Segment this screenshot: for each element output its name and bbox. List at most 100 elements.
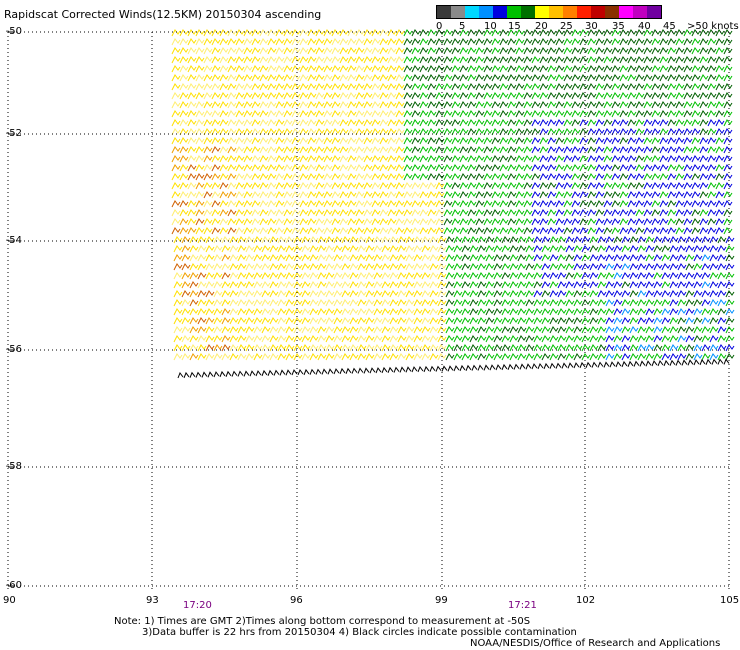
wind-barb <box>475 128 485 136</box>
wind-barb <box>475 227 485 235</box>
wind-barb <box>531 101 541 109</box>
wind-barb <box>633 360 640 367</box>
wind-barb <box>397 335 407 343</box>
wind-barb <box>611 119 621 127</box>
wind-barb <box>307 128 317 136</box>
wind-barb <box>275 29 285 37</box>
wind-barb <box>621 335 631 343</box>
wind-barb <box>605 308 615 316</box>
wind-barb <box>461 281 471 289</box>
wind-barb <box>533 263 543 271</box>
wind-barb <box>445 245 455 253</box>
wind-barb <box>517 281 527 289</box>
wind-barb <box>563 200 573 208</box>
wind-barb <box>427 128 437 136</box>
wind-barb <box>187 191 197 199</box>
wind-barb <box>581 236 591 244</box>
wind-barb <box>221 326 231 334</box>
wind-barb <box>307 200 317 208</box>
wind-barb <box>323 200 333 208</box>
wind-barb <box>323 191 333 199</box>
wind-barb <box>699 200 709 208</box>
legend-label: 40 <box>638 21 651 32</box>
wind-barb <box>443 173 453 181</box>
wind-barb <box>533 335 543 343</box>
wind-barb <box>499 191 509 199</box>
wind-barb <box>269 344 279 352</box>
wind-barb <box>635 110 645 118</box>
wind-barb <box>229 263 239 271</box>
wind-barb <box>179 38 189 46</box>
wind-barb <box>325 317 335 325</box>
wind-barb <box>477 364 484 371</box>
wind-barb <box>707 173 717 181</box>
wind-barb <box>707 92 717 100</box>
wind-barb <box>685 272 695 280</box>
wind-barb <box>355 110 365 118</box>
wind-barb <box>261 344 271 352</box>
wind-barb <box>251 209 261 217</box>
wind-barb <box>293 353 303 361</box>
wind-barb <box>171 101 181 109</box>
wind-barb <box>643 191 653 199</box>
wind-barb <box>405 236 415 244</box>
wind-barb <box>619 110 629 118</box>
wind-barb <box>267 29 277 37</box>
wind-barb <box>275 56 285 64</box>
wind-barb <box>603 56 613 64</box>
wind-barb <box>381 236 391 244</box>
wind-barb <box>381 353 391 361</box>
wind-barb <box>459 155 469 163</box>
wind-barb <box>291 146 301 154</box>
wind-barb <box>307 119 317 127</box>
wind-barb <box>523 119 533 127</box>
wind-barb <box>691 101 701 109</box>
wind-barb <box>347 227 357 235</box>
wind-barb <box>715 110 725 118</box>
wind-barb <box>235 173 245 181</box>
wind-barb <box>357 299 367 307</box>
wind-barb <box>283 101 293 109</box>
wind-barb <box>229 245 239 253</box>
wind-barb <box>643 164 653 172</box>
wind-barb <box>701 254 711 262</box>
wind-barb <box>515 101 525 109</box>
wind-barb <box>595 110 605 118</box>
wind-barb <box>365 299 375 307</box>
wind-barb <box>613 290 623 298</box>
wind-barb <box>589 353 599 361</box>
wind-barb <box>389 245 399 253</box>
wind-barb <box>211 209 221 217</box>
wind-barb <box>283 200 293 208</box>
wind-barb <box>701 263 711 271</box>
wind-barb <box>509 281 519 289</box>
wind-barb <box>411 173 421 181</box>
wind-barb <box>197 281 207 289</box>
wind-barb <box>579 38 589 46</box>
wind-barb <box>371 164 381 172</box>
wind-barb <box>723 182 733 190</box>
wind-barb <box>567 362 574 369</box>
wind-barb <box>621 236 631 244</box>
wind-barb <box>419 209 429 217</box>
wind-barb <box>213 371 220 378</box>
wind-barb <box>627 218 637 226</box>
wind-barb <box>675 164 685 172</box>
wind-barb <box>605 317 615 325</box>
wind-barb <box>259 119 269 127</box>
wind-barb <box>443 218 453 226</box>
wind-barb <box>517 263 527 271</box>
wind-barb <box>667 227 677 235</box>
wind-barb <box>275 164 285 172</box>
wind-barb <box>349 236 359 244</box>
wind-barb <box>245 308 255 316</box>
lat-label: -58 <box>5 461 22 472</box>
wind-barb <box>531 191 541 199</box>
wind-barb <box>229 272 239 280</box>
wind-barb <box>371 137 381 145</box>
wind-barb <box>643 38 653 46</box>
wind-barb <box>301 317 311 325</box>
wind-barb <box>635 137 645 145</box>
wind-barb <box>397 344 407 352</box>
wind-barb <box>475 173 485 181</box>
